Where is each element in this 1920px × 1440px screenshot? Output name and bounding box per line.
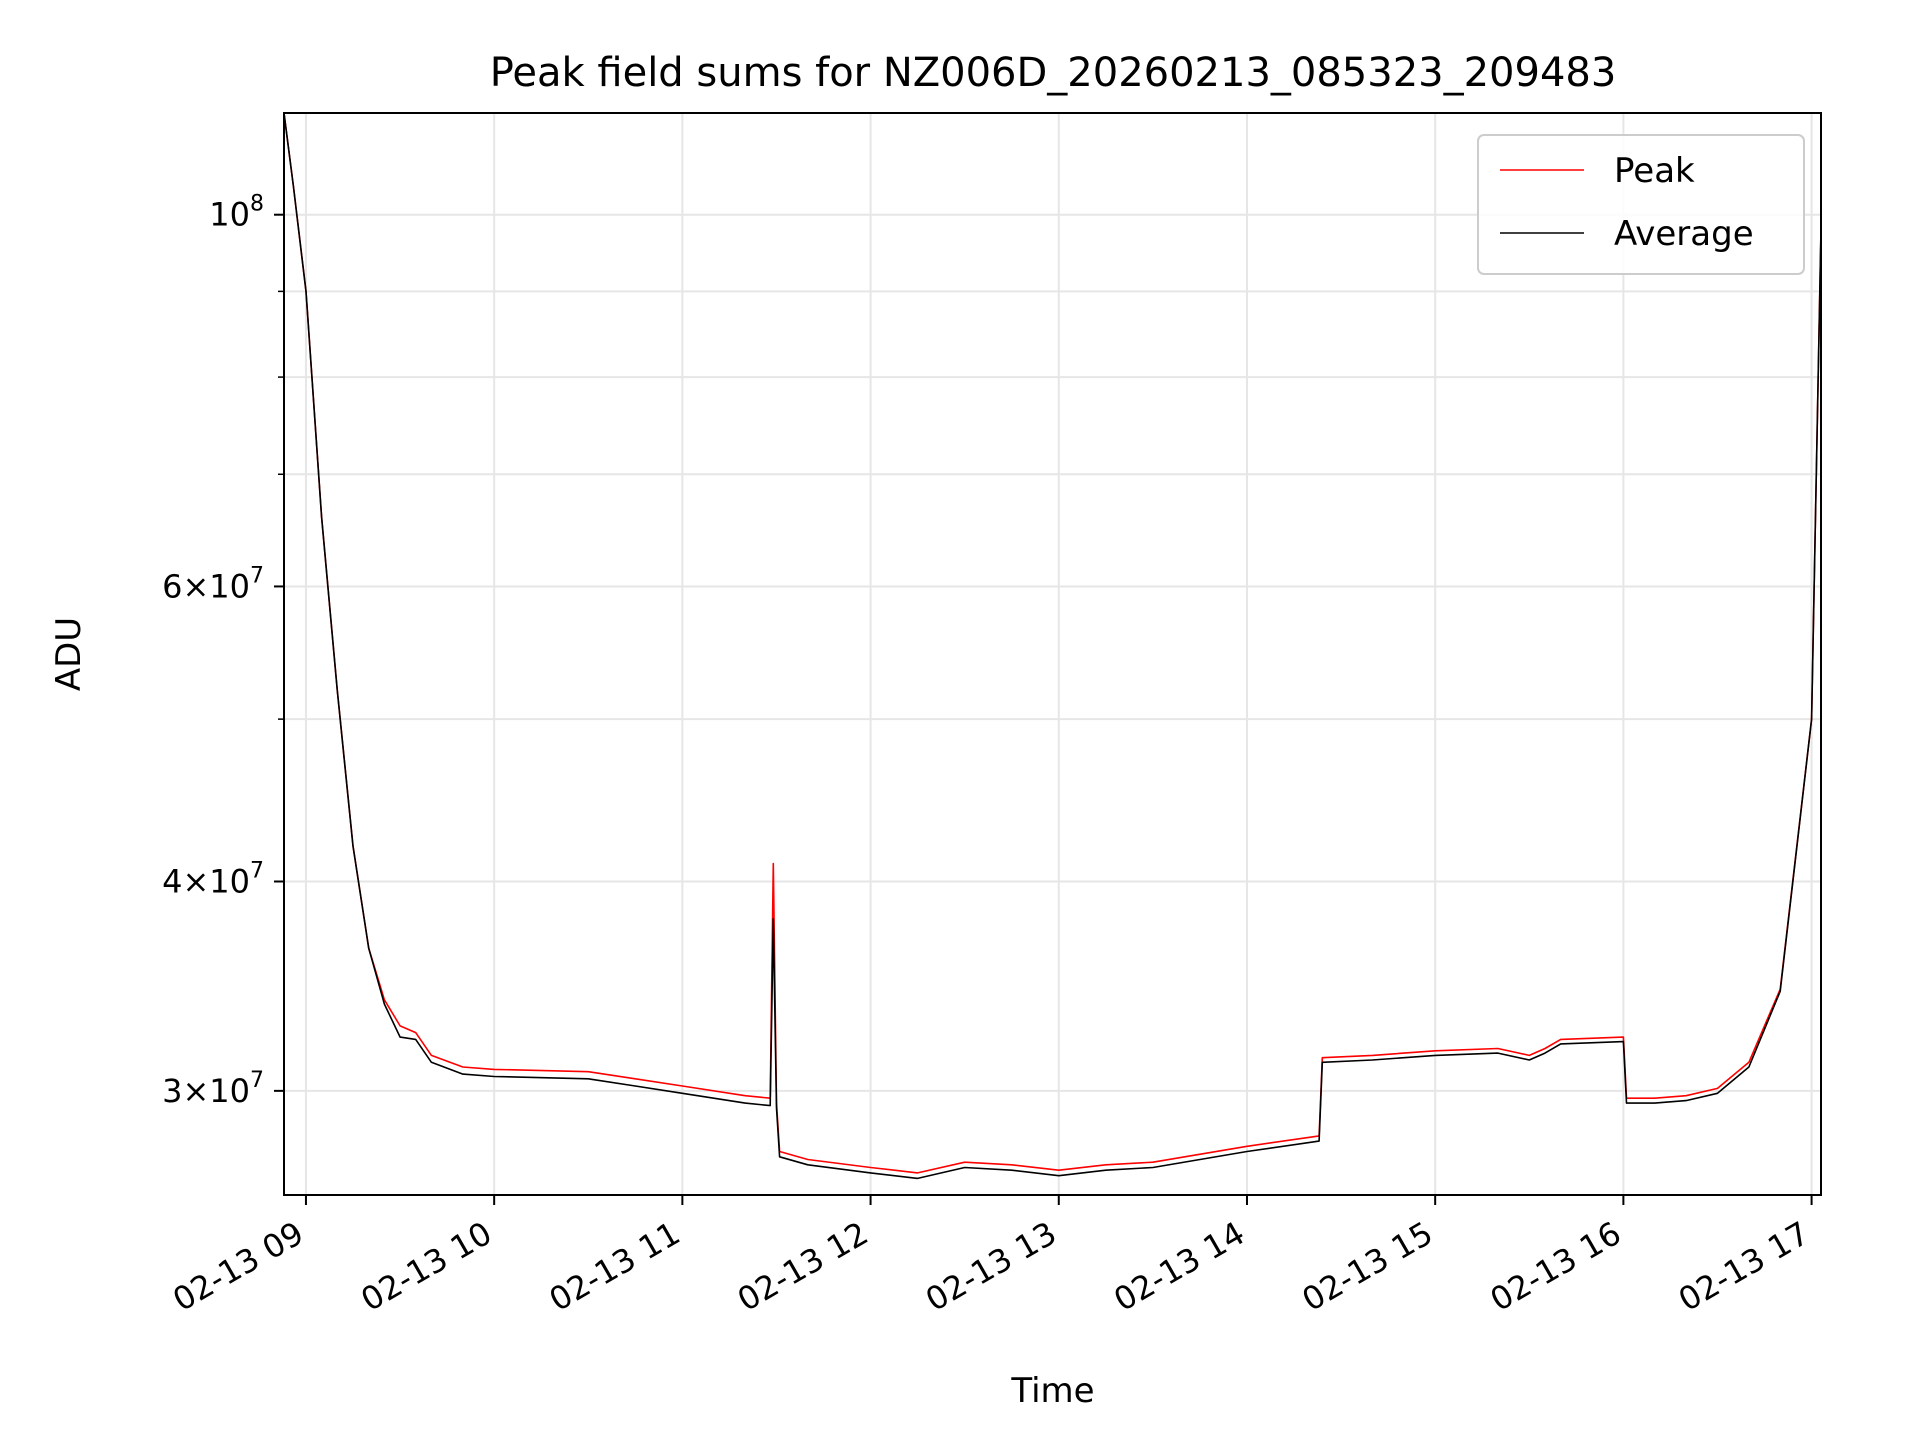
chart-title: Peak field sums for NZ006D_20260213_0853… [490, 50, 1617, 96]
y-tick-label: 4×107 [162, 859, 264, 901]
legend-label-average: Average [1614, 214, 1754, 254]
plot-frame [283, 112, 1822, 1196]
series-line-average [283, 112, 1822, 1180]
grid [284, 113, 1821, 1195]
series-layer [283, 112, 1822, 1180]
y-tick-label: 108 [209, 192, 264, 234]
x-axis-label: Time [1010, 1371, 1094, 1411]
y-tick-label: 6×107 [162, 563, 264, 605]
y-tick-label: 3×107 [162, 1068, 264, 1110]
y-axis-label: ADU [49, 617, 89, 691]
legend-label-peak: Peak [1614, 151, 1695, 191]
legend: Peak Average [1477, 134, 1805, 275]
